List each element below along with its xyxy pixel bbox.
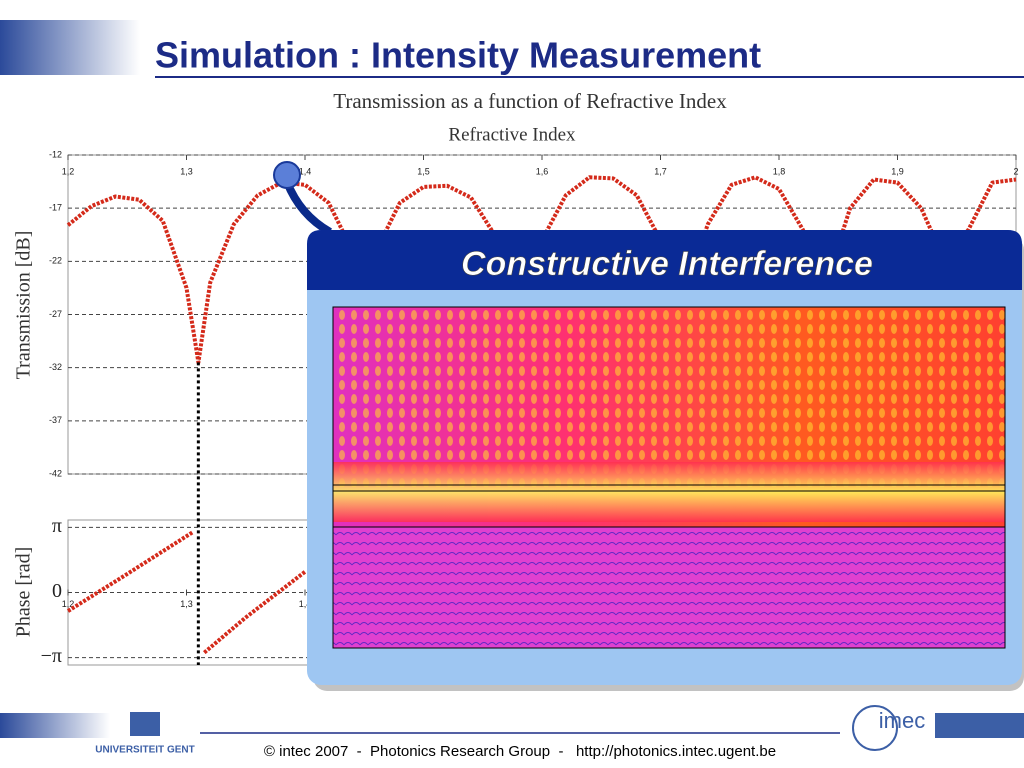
callout-title: Constructive Interference xyxy=(461,245,873,283)
y-tick-label: -37 xyxy=(49,415,62,425)
y-tick-label: -32 xyxy=(49,362,62,372)
waveguide-field xyxy=(333,462,1005,522)
y-tick-label: -22 xyxy=(49,256,62,266)
x-tick-label: 1,5 xyxy=(417,166,430,176)
y-tick-label: -27 xyxy=(49,309,62,319)
x-tick-label: 1,3 xyxy=(180,166,193,176)
logo-right: imec xyxy=(879,708,925,733)
image-border xyxy=(332,306,1006,649)
callout-header xyxy=(307,230,1022,290)
x-tick-label: 2 xyxy=(1013,166,1018,176)
footer-text: © intec 2007 - Photonics Research Group … xyxy=(264,743,776,760)
logo-icon xyxy=(130,712,160,736)
header-decoration xyxy=(0,20,140,75)
x-tick-label: 1,7 xyxy=(654,166,667,176)
x-tick-label: 1,8 xyxy=(773,166,786,176)
callout-anchor xyxy=(273,161,301,189)
data-line xyxy=(66,530,307,655)
x-tick-label: 1,4 xyxy=(299,166,312,176)
y-axis-label: Phase [rad] xyxy=(13,547,35,638)
callout: Constructive Interference xyxy=(273,161,1024,691)
x-axis-label: Refractive Index xyxy=(448,124,576,145)
x-tick-label: 1,6 xyxy=(536,166,549,176)
y-tick-label: -12 xyxy=(49,149,62,159)
simulation-texture xyxy=(333,307,1005,487)
x-tick-label: 1,4 xyxy=(299,599,312,609)
logo-left: UNIVERSITEIT GENT xyxy=(95,745,194,756)
y-tick-label: -42 xyxy=(49,468,62,478)
footer-decoration xyxy=(0,713,110,738)
y-tick-label: 0 xyxy=(52,580,62,602)
y-axis-label: Transmission [dB] xyxy=(13,231,35,380)
footer-decoration xyxy=(935,713,1024,738)
slide-title: Simulation : Intensity Measurement xyxy=(155,35,761,76)
x-tick-label: 1,2 xyxy=(62,166,75,176)
x-tick-label: 1,3 xyxy=(180,599,193,609)
y-tick-label: -17 xyxy=(49,203,62,213)
x-tick-label: 1,2 xyxy=(62,599,75,609)
y-tick-label: π xyxy=(52,515,62,537)
y-tick-label: −π xyxy=(41,645,62,667)
x-tick-label: 1,9 xyxy=(891,166,904,176)
logo-icon xyxy=(852,705,898,751)
substrate-texture xyxy=(333,527,1005,648)
chart-title: Transmission as a function of Refractive… xyxy=(333,89,727,113)
